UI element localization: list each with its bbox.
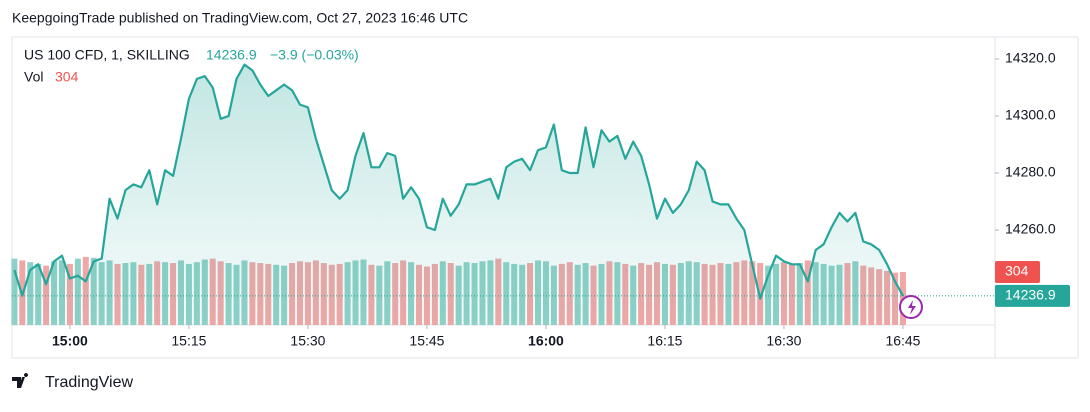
x-tick-label: 16:00 [528,333,564,349]
volume-value-label: 304 [1005,263,1029,279]
y-tick-label: 14300.0 [1005,107,1056,123]
y-tick-label: 14280.0 [1005,164,1056,180]
x-tick-label: 15:45 [409,333,444,349]
volume-value-box [995,260,1040,283]
x-tick-label: 16:30 [766,333,801,349]
plot-area [11,63,906,325]
legend-volume-name: Vol [24,69,43,85]
price-value-label: 14236.9 [1005,287,1056,303]
footer-brand: TradingView [45,374,133,391]
price-area [14,64,904,325]
legend-symbol: US 100 CFD, 1, SKILLING [24,47,190,63]
volume-bar [11,258,18,325]
legend-volume-value: 304 [55,69,79,85]
x-tick-label: 15:30 [290,333,325,349]
x-tick-label: 16:15 [647,333,682,349]
event-icon [907,300,916,315]
x-tick-label: 15:00 [52,333,88,349]
footer-logo [12,373,29,388]
legend-last: 14236.9 [206,47,257,63]
price-line [13,63,904,300]
x-tick-label: 16:45 [885,333,920,349]
price-value-box [995,284,1070,307]
overlay: 304 14236.9 US 100 CFD, 1, SKILLING 14236.9… [12,47,1070,319]
x-tick-label: 15:15 [171,333,206,349]
header: KeepgoingTrade published on TradingView.… [12,10,468,26]
y-tick-label: 14320.0 [1005,50,1056,66]
y-tick-label: 14260.0 [1005,221,1056,237]
legend-change: −3.9 (−0.03%) [270,47,359,63]
chart-frame [11,36,1079,359]
